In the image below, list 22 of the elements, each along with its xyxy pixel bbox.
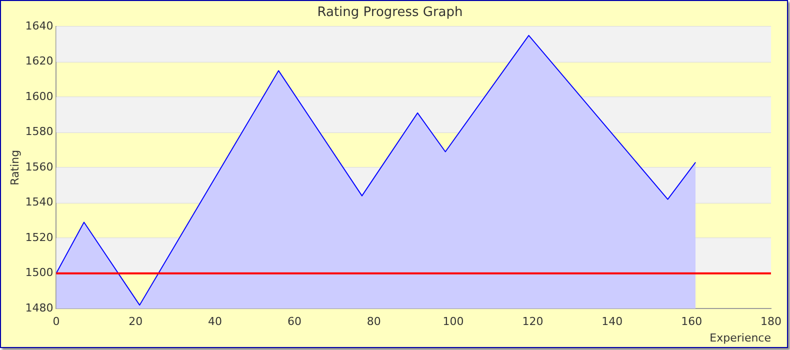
- x-tick-label: 180: [760, 315, 782, 328]
- y-tick-label: 1620: [25, 54, 54, 68]
- y-tick-label: 1580: [25, 125, 54, 138]
- x-tick-label: 160: [681, 315, 702, 328]
- x-tick-label: 20: [128, 315, 143, 328]
- x-axis-title: Experience: [710, 331, 772, 344]
- x-tick-label: 100: [442, 315, 464, 328]
- y-axis-title: Rating: [8, 150, 22, 186]
- x-tick-label: 0: [52, 315, 60, 328]
- x-tick-label: 140: [602, 315, 623, 328]
- y-tick-label: 1540: [25, 196, 54, 209]
- y-tick-label: 1480: [25, 301, 54, 314]
- y-tick-label: 1640: [25, 19, 54, 32]
- chart-title: Rating Progress Graph: [317, 5, 463, 20]
- y-tick-label: 1560: [25, 160, 54, 174]
- x-tick-label: 40: [208, 315, 222, 328]
- y-tick-label: 1500: [25, 266, 54, 280]
- y-tick-label: 1600: [25, 90, 54, 103]
- x-tick-label: 80: [366, 315, 381, 328]
- x-tick-label: 60: [287, 315, 302, 328]
- x-tick-label: 120: [522, 315, 544, 328]
- y-tick-label: 1520: [25, 230, 54, 244]
